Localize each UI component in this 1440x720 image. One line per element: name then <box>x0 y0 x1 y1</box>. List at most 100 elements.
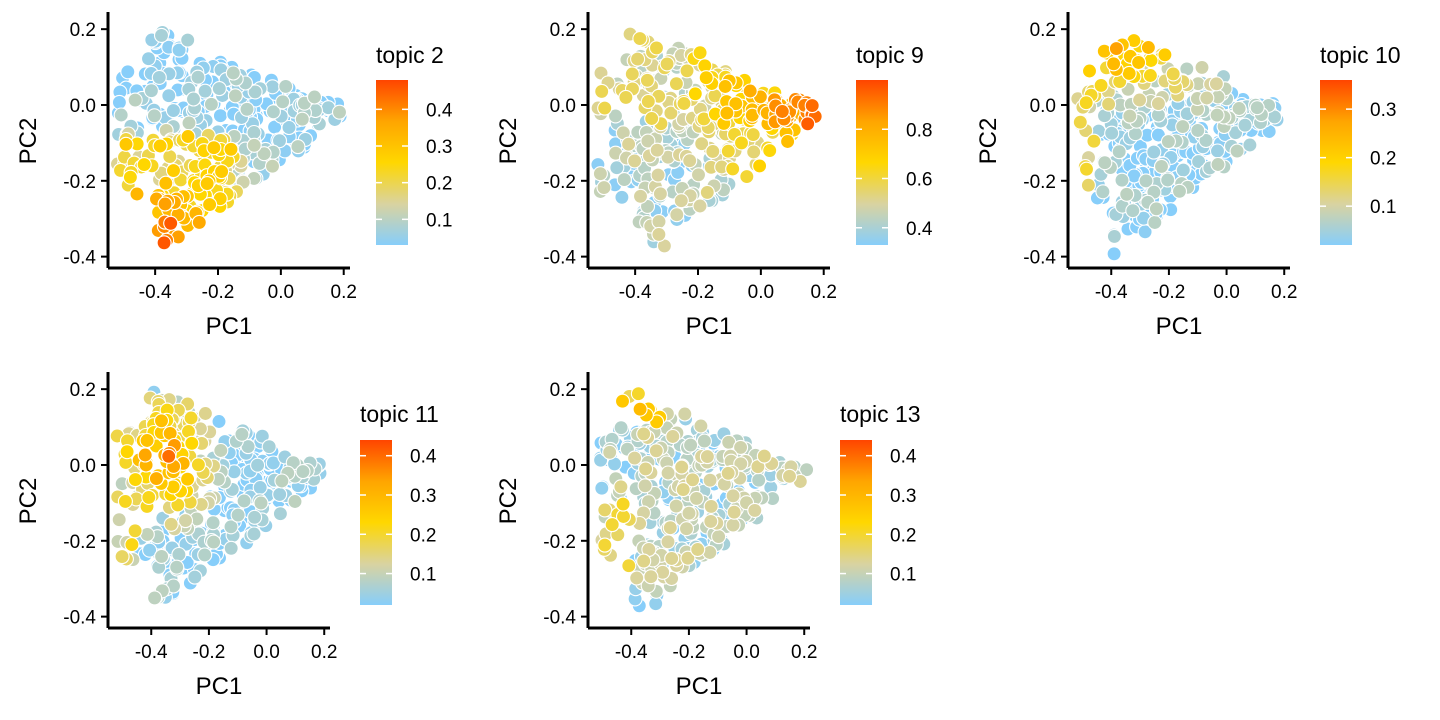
y-tick-label: -0.2 <box>1023 172 1056 193</box>
data-point <box>607 108 624 124</box>
data-point <box>663 105 679 121</box>
data-point <box>720 465 736 481</box>
y-tick-label: 0.2 <box>550 20 576 41</box>
data-point <box>745 127 761 143</box>
colorbar-label: 0.3 <box>890 486 916 507</box>
data-point <box>265 104 281 120</box>
data-point <box>223 141 239 157</box>
data-point <box>717 78 733 95</box>
data-point <box>690 541 706 558</box>
y-tick-label: -0.4 <box>63 608 96 629</box>
colorbar <box>856 80 888 245</box>
data-point <box>630 386 646 402</box>
data-point <box>254 428 270 444</box>
data-point <box>648 40 665 56</box>
data-point <box>1125 203 1141 219</box>
data-point <box>306 89 323 105</box>
x-tick-label: -0.4 <box>615 642 648 663</box>
x-axis-label: PC1 <box>686 313 733 340</box>
data-point <box>725 161 741 177</box>
y-tick-label: -0.4 <box>63 248 96 269</box>
colorbar-label: 0.1 <box>410 565 436 586</box>
x-tick-label: -0.2 <box>202 282 235 303</box>
data-point <box>733 135 750 151</box>
data-point <box>117 493 133 509</box>
data-point <box>1199 90 1215 106</box>
data-point <box>212 108 228 124</box>
data-point <box>206 534 222 550</box>
data-point <box>264 79 281 95</box>
data-point <box>616 172 632 188</box>
x-axis-label: PC1 <box>1156 313 1203 340</box>
data-point <box>728 96 744 112</box>
colorbar-label: 0.2 <box>1370 149 1396 170</box>
y-axis-label: PC2 <box>495 118 522 165</box>
data-point <box>148 471 164 487</box>
data-point <box>253 495 269 511</box>
data-point <box>278 78 294 94</box>
data-point <box>592 166 608 182</box>
scatter-panel-1: -0.4 -0.2 0.0 0.2 0.2 0.0 -0.2 -0.4 PC1 PC2 topic … <box>15 12 453 340</box>
data-point <box>1104 125 1120 141</box>
x-axis-label: PC1 <box>206 313 253 340</box>
data-point <box>114 549 130 565</box>
data-point <box>668 76 684 92</box>
data-point <box>711 529 727 545</box>
legend: topic 13 0.1 0.2 0.3 0.4 <box>840 401 921 605</box>
data-point <box>161 88 177 104</box>
data-point <box>163 215 179 231</box>
data-point <box>594 480 610 496</box>
data-point <box>668 498 684 514</box>
colorbar-label: 0.2 <box>890 525 916 546</box>
data-point <box>1190 122 1206 139</box>
data-point <box>181 115 197 131</box>
points-group <box>1070 33 1285 262</box>
data-point <box>614 393 631 409</box>
data-point <box>630 51 646 67</box>
y-tick-label: -0.2 <box>543 172 576 193</box>
data-point <box>274 473 290 489</box>
legend: topic 2 0.1 0.2 0.3 0.4 <box>376 42 453 245</box>
data-point <box>120 64 136 80</box>
data-point <box>677 406 693 422</box>
y-tick-label: 0.2 <box>1030 20 1056 41</box>
data-point <box>1210 156 1226 173</box>
scatter-panel-5: -0.4 -0.2 0.0 0.2 0.2 0.0 -0.2 -0.4 PC1 PC2 topic … <box>495 372 921 700</box>
data-point <box>137 447 153 463</box>
data-point <box>119 444 135 460</box>
data-point <box>294 111 310 127</box>
points-group <box>590 26 823 254</box>
data-point <box>205 515 221 531</box>
data-point <box>180 471 196 487</box>
data-point <box>122 169 138 185</box>
y-tick-label: 0.0 <box>1030 96 1056 117</box>
data-point <box>180 32 196 48</box>
data-point <box>660 465 676 481</box>
x-tick-label: 0.2 <box>311 642 337 663</box>
data-point <box>636 553 652 569</box>
data-point <box>247 84 263 100</box>
data-point <box>111 512 127 528</box>
data-point <box>649 414 665 430</box>
data-point <box>1209 143 1226 159</box>
legend: topic 11 0.1 0.2 0.3 0.4 <box>360 401 439 605</box>
data-point <box>1097 155 1113 171</box>
legend-title: topic 9 <box>856 42 924 68</box>
y-tick-label: -0.4 <box>1023 248 1056 269</box>
colorbar-label: 0.6 <box>906 170 932 191</box>
data-point <box>609 160 625 176</box>
data-point <box>191 214 207 230</box>
data-point <box>687 86 703 102</box>
scatter-panel-2: -0.4 -0.2 0.0 0.2 0.2 0.0 -0.2 -0.4 PC1 PC2 topic … <box>495 12 933 340</box>
data-point <box>1122 108 1138 124</box>
y-tick-label: 0.2 <box>70 20 96 41</box>
data-point <box>676 95 692 112</box>
data-point <box>1093 77 1109 93</box>
data-point <box>662 520 678 536</box>
x-tick-label: 0.2 <box>811 282 837 303</box>
points-group <box>109 384 328 606</box>
data-point <box>1101 96 1117 112</box>
data-point <box>165 163 182 179</box>
data-point <box>637 478 653 494</box>
data-point <box>742 83 758 99</box>
